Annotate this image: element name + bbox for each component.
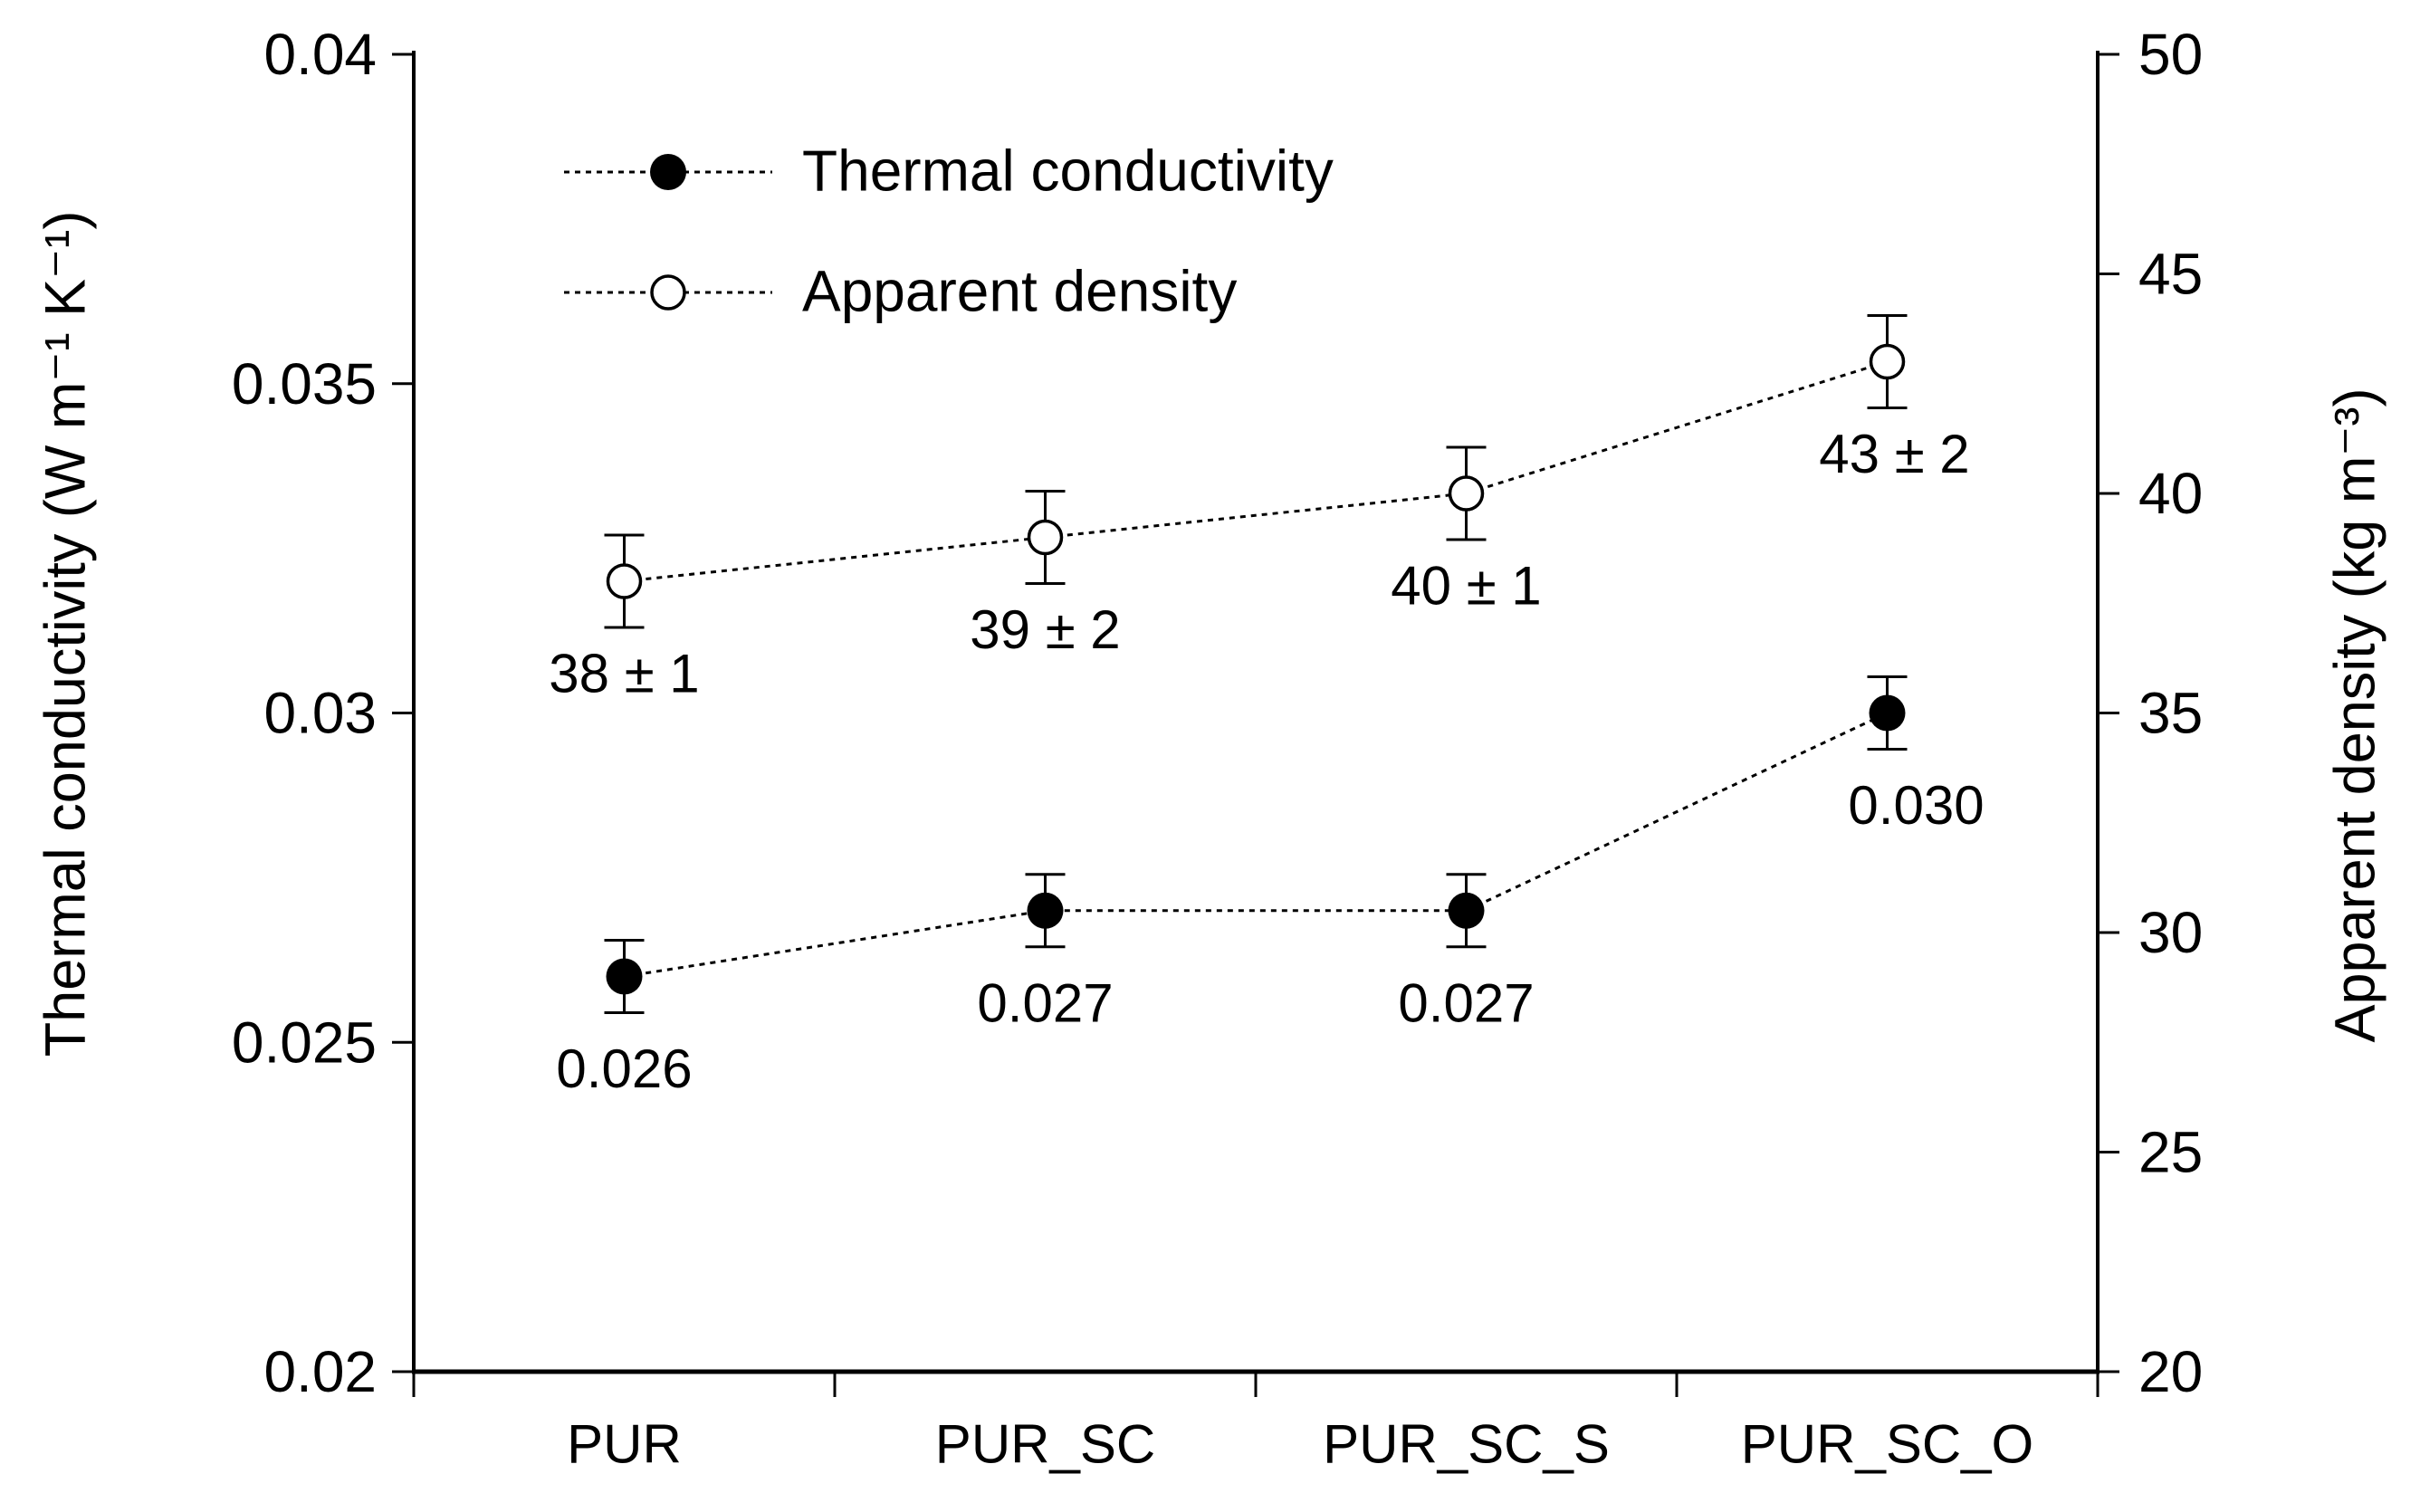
series-line-thermal-conductivity	[624, 712, 1889, 978]
data-point-open-circle	[1869, 343, 1906, 380]
y-right-tick-label: 50	[2138, 22, 2203, 87]
y-left-tick-label: 0.03	[263, 681, 377, 746]
x-category-label: PUR_SC_O	[1741, 1414, 2033, 1475]
data-point-label: 0.026	[556, 1038, 692, 1099]
y-left-tick-label: 0.035	[232, 351, 377, 416]
data-point-label: 0.030	[1848, 775, 1984, 836]
right-axis-title: Apparent density (kg m⁻³)	[2323, 388, 2387, 1043]
data-point-filled-circle	[1027, 892, 1064, 929]
y-left-tick-label: 0.02	[263, 1339, 377, 1404]
legend-marker-filled-circle	[650, 154, 686, 190]
y-right-tick-label: 20	[2138, 1339, 2203, 1404]
legend-label-thermal-conductivity: Thermal conductivity	[802, 138, 1334, 204]
data-point-filled-circle	[606, 958, 643, 995]
data-point-open-circle	[1448, 475, 1485, 512]
data-point-label: 39 ± 2	[970, 599, 1120, 660]
y-right-tick-label: 30	[2138, 900, 2203, 965]
data-point-filled-circle	[1869, 694, 1906, 732]
y-right-tick-label: 45	[2138, 242, 2203, 307]
data-point-label: 0.027	[1398, 972, 1534, 1033]
data-point-open-circle	[1027, 519, 1064, 556]
x-category-label: PUR_SC_S	[1323, 1414, 1610, 1475]
legend-marker-open-circle	[650, 274, 686, 311]
data-point-filled-circle	[1448, 892, 1485, 929]
series-line-apparent-density	[624, 360, 1888, 583]
data-point-label: 0.027	[977, 972, 1113, 1033]
y-right-tick-label: 25	[2138, 1120, 2203, 1185]
left-axis-title: Thermal conductivity (W m⁻¹ K⁻¹)	[33, 210, 98, 1057]
y-left-tick-label: 0.025	[232, 1010, 377, 1075]
data-point-label: 38 ± 1	[549, 644, 699, 704]
x-category-label: PUR	[567, 1414, 682, 1475]
data-point-label: 40 ± 1	[1391, 556, 1541, 617]
y-right-tick-label: 40	[2138, 461, 2203, 526]
y-right-tick-label: 35	[2138, 681, 2203, 746]
data-point-open-circle	[606, 563, 643, 599]
legend-label-apparent-density: Apparent density	[802, 258, 1238, 324]
data-point-label: 43 ± 2	[1819, 424, 1969, 484]
x-category-label: PUR_SC	[935, 1414, 1155, 1475]
y-left-tick-label: 0.04	[263, 22, 377, 87]
